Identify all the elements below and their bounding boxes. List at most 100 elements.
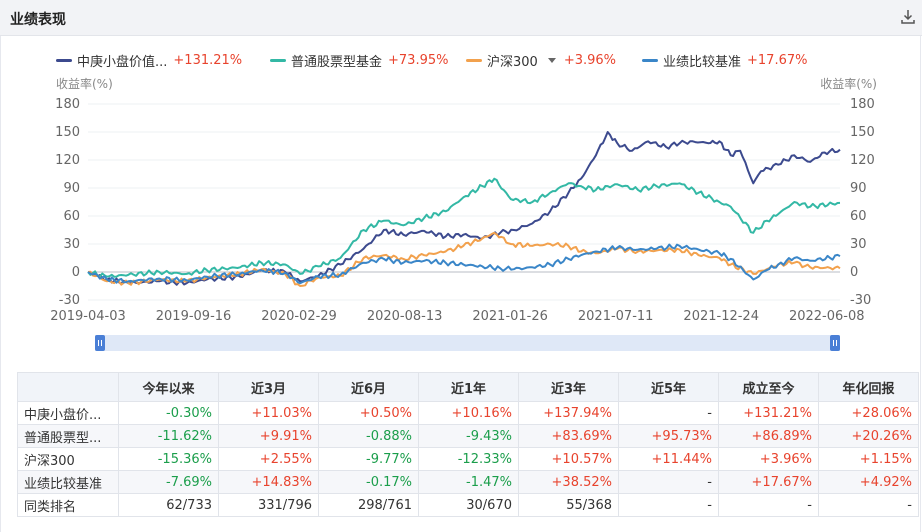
- y-axis-label-left: 收益率(%): [56, 76, 113, 91]
- y-tick-label-right: 0: [850, 265, 858, 280]
- performance-table: 今年以来 近3月 近6月 近1年 近3年 近5年 成立至今 年化回报 中庚小盘价... -0.3…: [17, 372, 919, 517]
- x-tick-label: 2019-04-03: [50, 309, 126, 324]
- table-cell: +83.69%: [518, 424, 619, 448]
- column-header: 成立至今: [718, 372, 819, 402]
- column-header: 近6月: [318, 372, 419, 402]
- column-header: 近1年: [418, 372, 519, 402]
- table-cell: -11.62%: [118, 424, 219, 448]
- y-tick-label-right: 60: [850, 209, 867, 224]
- legend-swatch: [466, 58, 482, 62]
- legend-return: +131.21%: [173, 52, 243, 68]
- table-cell: +4.92%: [818, 470, 919, 494]
- legend-item[interactable]: 沪深300 +3.96%: [466, 51, 617, 70]
- column-header: 近5年: [618, 372, 719, 402]
- table-cell: -0.30%: [118, 401, 219, 425]
- column-header: 年化回报: [818, 372, 919, 402]
- table-cell: -12.33%: [418, 447, 519, 471]
- y-tick-label-left: 150: [55, 125, 80, 140]
- y-tick-label-left: 0: [72, 265, 80, 280]
- series-line: [87, 177, 841, 278]
- table-cell: +86.89%: [718, 424, 819, 448]
- table-cell: 331/796: [218, 493, 319, 517]
- table-row: 业绩比较基准 -7.69% +14.83% -0.17% -1.47% +38.52% - +…: [17, 470, 919, 494]
- table-cell: -7.69%: [118, 470, 219, 494]
- y-tick-label-right: 180: [850, 97, 875, 112]
- y-tick-label-left: 120: [55, 153, 80, 168]
- table-cell: 30/670: [418, 493, 519, 517]
- table-cell: +38.52%: [518, 470, 619, 494]
- column-header: 近3年: [518, 372, 619, 402]
- table-cell: +95.73%: [618, 424, 719, 448]
- legend-swatch: [270, 58, 286, 62]
- row-label: 同类排名: [17, 493, 119, 517]
- x-tick-label: 2020-08-13: [367, 309, 443, 324]
- legend-item[interactable]: 普通股票型基金 +73.95%: [270, 51, 449, 70]
- table-cell: +2.55%: [218, 447, 319, 471]
- y-tick-label-left: 60: [63, 209, 80, 224]
- table-cell: -9.43%: [418, 424, 519, 448]
- table-cell: -: [618, 401, 719, 425]
- row-label: 中庚小盘价...: [17, 401, 119, 425]
- table-cell: +131.21%: [718, 401, 819, 425]
- performance-panel: [0, 36, 921, 532]
- table-cell: 55/368: [518, 493, 619, 517]
- table-cell: -: [618, 470, 719, 494]
- dropdown-caret-icon[interactable]: [547, 57, 556, 63]
- y-tick-label-left: 180: [55, 97, 80, 112]
- x-tick-label: 2021-01-26: [472, 309, 548, 324]
- table-cell: +11.03%: [218, 401, 319, 425]
- legend-return: +73.95%: [388, 52, 449, 68]
- legend-label: 普通股票型基金: [291, 54, 383, 70]
- table-cell: +10.16%: [418, 401, 519, 425]
- table-cell: +9.91%: [218, 424, 319, 448]
- table-cell: 62/733: [118, 493, 219, 517]
- y-axis-label-right: 收益率(%): [820, 76, 877, 91]
- table-row: 中庚小盘价... -0.30% +11.03% +0.50% +10.16% +137.9…: [17, 401, 919, 425]
- table-cell: +14.83%: [218, 470, 319, 494]
- legend-return: +3.96%: [563, 52, 617, 68]
- table-row: 同类排名 62/733 331/796 298/761 30/670 55/368- - -: [17, 493, 919, 517]
- legend-label: 中庚小盘价值...: [77, 54, 168, 70]
- y-tick-label-right: -30: [850, 293, 871, 308]
- table-cell: -0.88%: [318, 424, 419, 448]
- table-cell: +20.26%: [818, 424, 919, 448]
- legend-return: +17.67%: [747, 52, 808, 68]
- table-cell: -9.77%: [318, 447, 419, 471]
- column-header: 今年以来: [118, 372, 219, 402]
- table-cell: -: [818, 493, 919, 517]
- table-cell: -0.17%: [318, 470, 419, 494]
- series-line: [87, 243, 841, 285]
- y-tick-label-left: 30: [63, 237, 80, 252]
- table-cell: -: [718, 493, 819, 517]
- row-label: 业绩比较基准: [17, 470, 119, 494]
- y-tick-label-right: 30: [850, 237, 867, 252]
- table-cell: +0.50%: [318, 401, 419, 425]
- section-title: 业绩表现: [10, 12, 66, 28]
- x-tick-label: 2021-12-24: [683, 309, 759, 324]
- range-end-handle[interactable]: [830, 335, 840, 351]
- range-start-handle[interactable]: [95, 335, 105, 351]
- table-cell: -1.47%: [418, 470, 519, 494]
- table-cell: +11.44%: [618, 447, 719, 471]
- legend-swatch: [56, 58, 72, 62]
- row-label: 普通股票型...: [17, 424, 119, 448]
- download-icon[interactable]: [900, 8, 916, 26]
- row-label: 沪深300: [17, 447, 119, 471]
- y-tick-label-right: 90: [850, 181, 867, 196]
- date-range-slider[interactable]: [95, 335, 840, 351]
- section-header: 业绩表现: [0, 0, 922, 36]
- table-cell: +1.15%: [818, 447, 919, 471]
- table-cell: +28.06%: [818, 401, 919, 425]
- y-tick-label-left: 90: [63, 181, 80, 196]
- table-header-row: 今年以来 近3月 近6月 近1年 近3年 近5年 成立至今 年化回报: [17, 372, 919, 402]
- performance-chart: 收益率(%) 收益率(%) 180 180 150 150 120 120 90 90 60 60 30…: [50, 76, 877, 324]
- legend-item[interactable]: 中庚小盘价值... +131.21%: [56, 51, 243, 70]
- table-row: 沪深300 -15.36% +2.55% -9.77% -12.33% +10.57% +1…: [17, 447, 919, 471]
- table-cell: -15.36%: [118, 447, 219, 471]
- x-tick-label: 2020-02-29: [261, 309, 337, 324]
- column-header: 近3月: [218, 372, 319, 402]
- y-tick-label-right: 150: [850, 125, 875, 140]
- table-cell: -: [618, 493, 719, 517]
- legend-item[interactable]: 业绩比较基准 +17.67%: [642, 51, 808, 70]
- x-tick-label: 2019-09-16: [156, 309, 232, 324]
